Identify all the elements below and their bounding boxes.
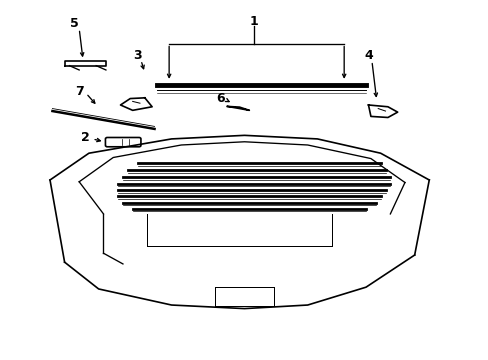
Text: 4: 4 xyxy=(364,49,372,62)
Text: 6: 6 xyxy=(215,92,224,105)
Text: 3: 3 xyxy=(133,49,142,62)
Text: 7: 7 xyxy=(75,85,83,98)
FancyBboxPatch shape xyxy=(105,138,141,147)
Text: 1: 1 xyxy=(249,14,258,27)
Text: 2: 2 xyxy=(81,131,89,144)
Text: 5: 5 xyxy=(70,17,79,30)
